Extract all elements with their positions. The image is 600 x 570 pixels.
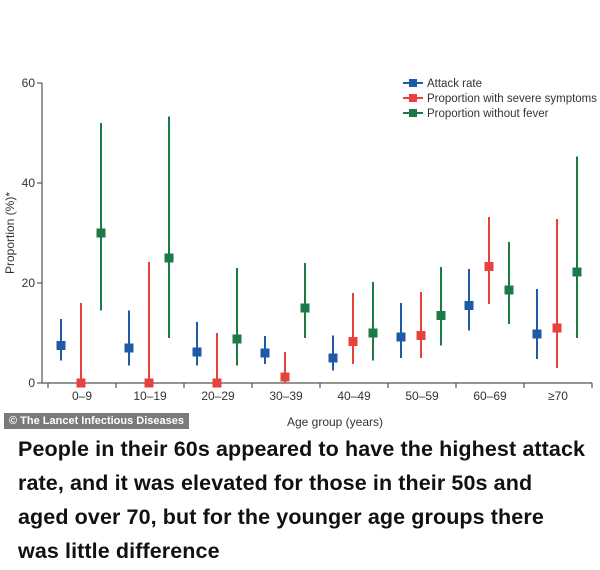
point-3: [300, 303, 310, 313]
legend-label-2: Proportion with severe symptoms: [427, 93, 597, 105]
x-tick-label: 50–59: [405, 389, 439, 403]
point-3: [368, 328, 378, 338]
legend-marker-3: [409, 109, 417, 117]
caption-text: People in their 60s appeared to have the…: [18, 437, 586, 563]
legend-label-3: Proportion without fever: [427, 108, 549, 120]
point-1: [464, 301, 474, 310]
x-tick-label: 10–19: [133, 389, 167, 403]
point-2: [76, 378, 86, 388]
point-2: [552, 323, 562, 333]
credit-label: © The Lancet Infectious Diseases: [4, 413, 189, 429]
legend-marker-2: [409, 94, 417, 102]
point-3: [436, 311, 446, 320]
point-1: [124, 343, 134, 353]
point-3: [232, 334, 242, 344]
legend-marker-1: [409, 79, 417, 87]
point-1: [396, 332, 406, 342]
point-1: [260, 348, 270, 358]
point-1: [328, 353, 338, 363]
point-3: [164, 253, 174, 263]
legend-label-1: Attack rate: [427, 78, 482, 90]
point-1: [56, 341, 66, 350]
point-2: [484, 262, 494, 271]
x-tick-label: 60–69: [473, 389, 507, 403]
y-tick-label: 60: [22, 76, 36, 90]
x-tick-label: 40–49: [337, 389, 371, 403]
x-tick-label: 0–9: [72, 389, 92, 403]
point-2: [348, 337, 358, 346]
point-1: [532, 329, 542, 339]
y-axis-label: Proportion (%)*: [3, 192, 17, 274]
data-marks: [56, 116, 582, 388]
point-3: [504, 285, 514, 295]
legend: Attack rate Proportion with severe sympto…: [403, 78, 597, 120]
point-1: [192, 347, 202, 357]
point-3: [96, 228, 106, 238]
point-2: [416, 331, 426, 340]
point-3: [572, 267, 582, 277]
x-axis-label: Age group (years): [287, 415, 383, 429]
point-2: [280, 372, 290, 382]
chart: 0 20 40 60 Proportion (%)* 0–9 10–19 20–29 30–39…: [3, 76, 597, 429]
point-2: [144, 378, 154, 388]
axes: 0 20 40 60 Proportion (%)* 0–9 10–19 20–29 30–39…: [3, 76, 593, 429]
y-tick-label: 40: [22, 176, 36, 190]
y-tick-label: 0: [28, 376, 35, 390]
x-tick-label: 20–29: [201, 389, 235, 403]
x-tick-label: 30–39: [269, 389, 303, 403]
point-2: [212, 378, 222, 388]
x-tick-label: ≥70: [548, 389, 568, 403]
y-tick-label: 20: [22, 276, 36, 290]
